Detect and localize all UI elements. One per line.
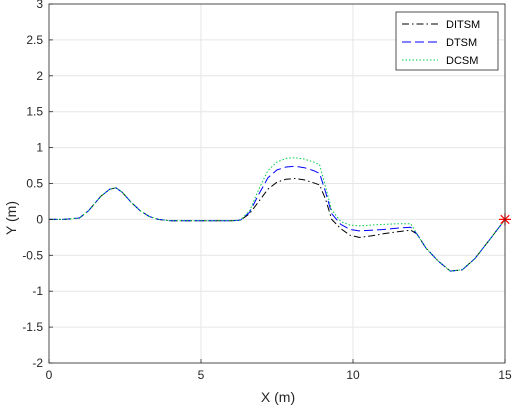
series-line-dcsm bbox=[49, 157, 506, 272]
x-tick-label: 5 bbox=[198, 368, 205, 382]
series-lines bbox=[49, 157, 506, 272]
legend-label: DCSM bbox=[446, 55, 478, 67]
legend-entry-dcsm: DCSM bbox=[402, 55, 478, 67]
axes-frame bbox=[48, 3, 506, 364]
y-tick-label: 0 bbox=[36, 212, 43, 226]
y-tick-label: 1 bbox=[36, 141, 43, 155]
y-tick-label: -1.5 bbox=[22, 320, 43, 334]
y-tick-label: 2 bbox=[36, 69, 43, 83]
x-tick-label: 10 bbox=[346, 368, 360, 382]
x-axis-label: X (m) bbox=[261, 389, 295, 405]
legend-entry-dtsm: DTSM bbox=[402, 37, 477, 49]
legend-entries: DITSM DTSM DCSM bbox=[402, 19, 480, 67]
y-tick-label: 1.5 bbox=[26, 105, 43, 119]
x-tick-label: 0 bbox=[46, 368, 53, 382]
y-tick-label: 3 bbox=[36, 0, 43, 11]
legend-label: DITSM bbox=[446, 19, 480, 31]
legend-label: DTSM bbox=[446, 37, 477, 49]
y-tick-label: 2.5 bbox=[26, 33, 43, 47]
tick-labels: 0 5 10 15 -2 -1.5 -1 -0.5 0 0.5 1 1.5 2 2.5 3 bbox=[22, 0, 512, 382]
legend: DITSM DTSM DCSM bbox=[395, 11, 499, 71]
y-tick-label: -1 bbox=[32, 284, 43, 298]
y-tick-label: -0.5 bbox=[22, 248, 43, 262]
x-tick-label: 15 bbox=[498, 368, 512, 382]
y-tick-label: -2 bbox=[32, 356, 43, 370]
legend-entry-ditsm: DITSM bbox=[402, 19, 480, 31]
y-axis-label: Y (m) bbox=[3, 201, 19, 235]
y-tick-label: 0.5 bbox=[26, 177, 43, 191]
